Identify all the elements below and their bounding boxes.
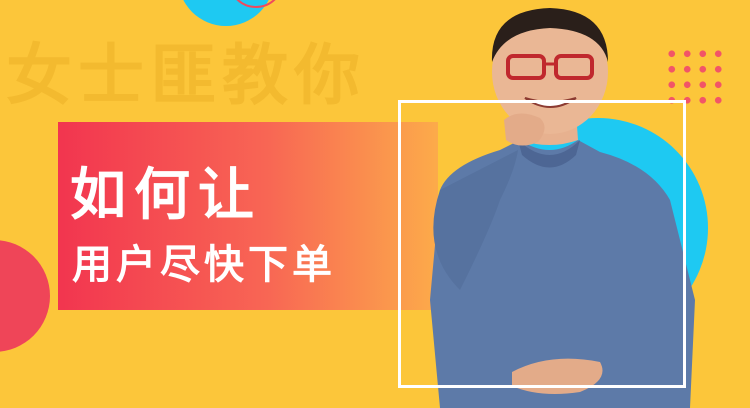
dot-grid-decoration: [664, 46, 726, 108]
watermark-text: 女士匪教你: [6, 36, 366, 114]
white-photo-frame: [398, 100, 686, 388]
headline-line-1: 如何让: [70, 162, 262, 228]
red-circle-left: [0, 240, 50, 352]
headline-banner: [58, 122, 438, 310]
headline-line-2: 用户尽快下单: [72, 241, 336, 288]
